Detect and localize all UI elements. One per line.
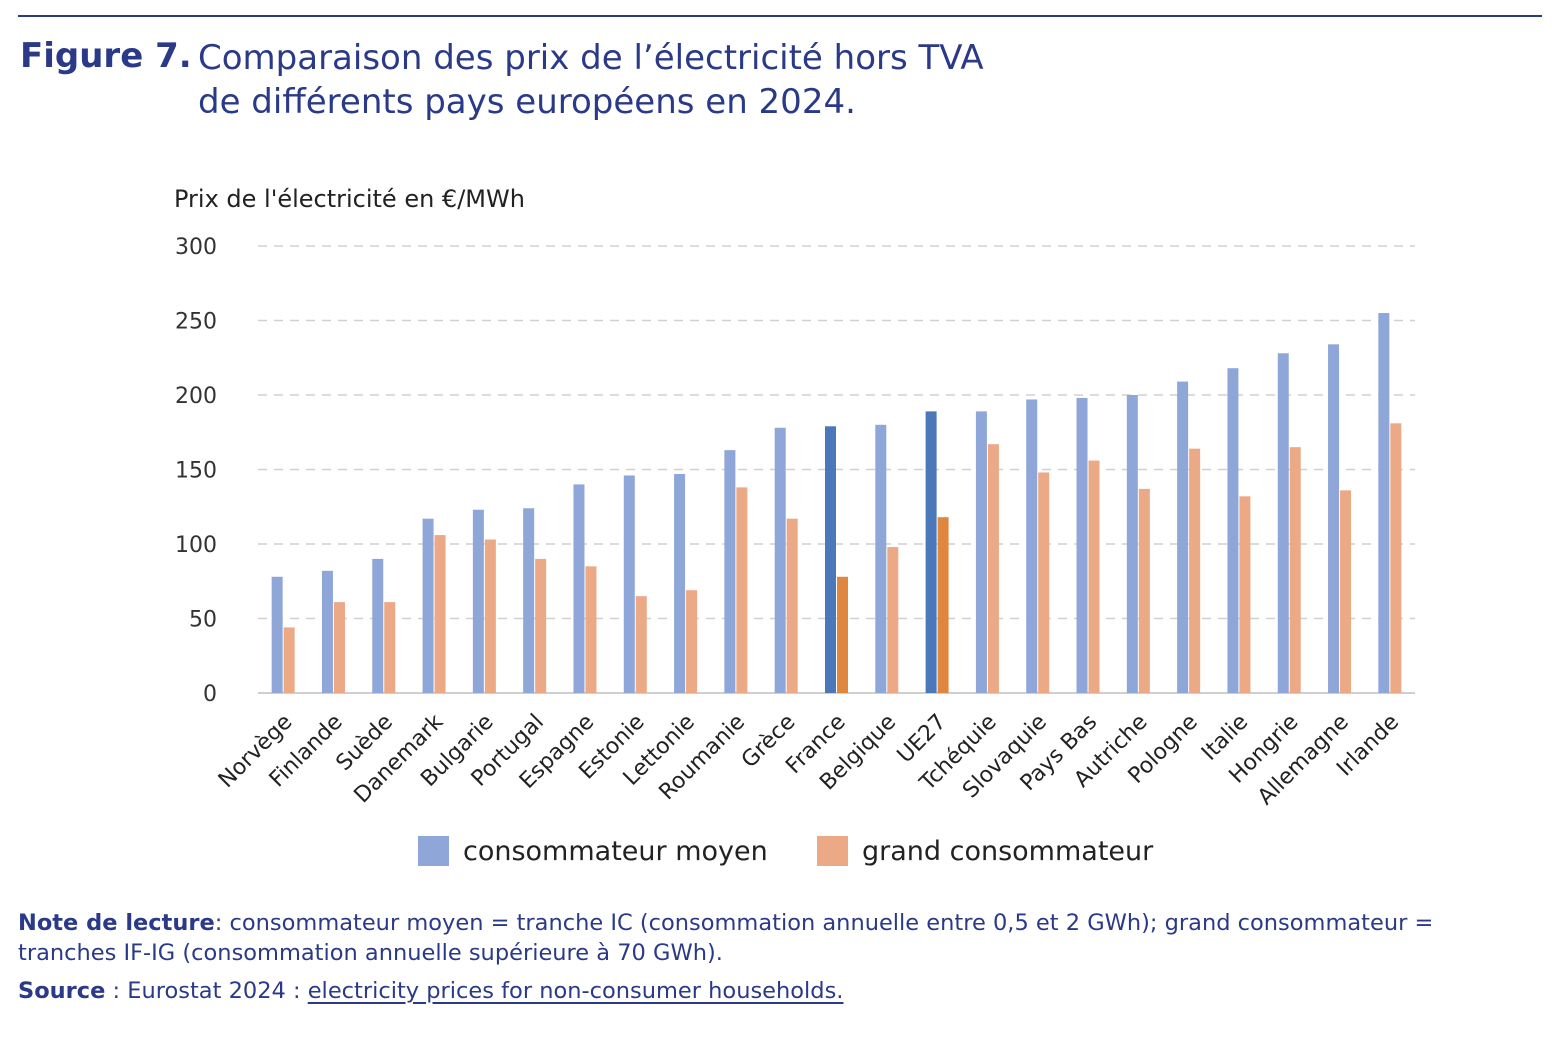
y-axis-label: Prix de l'électricité en €/MWh bbox=[174, 185, 525, 213]
y-tick-label: 150 bbox=[175, 459, 217, 484]
y-tick-label: 200 bbox=[175, 384, 217, 409]
source-line: Source : Eurostat 2024 : electricity pri… bbox=[18, 978, 843, 1004]
bar-grand-consommateur bbox=[1289, 447, 1301, 693]
bar-grand-consommateur bbox=[1390, 423, 1402, 693]
y-tick-label: 250 bbox=[175, 310, 217, 335]
bar-consommateur-moyen bbox=[573, 484, 585, 693]
y-tick-label: 50 bbox=[189, 608, 217, 633]
bar-consommateur-moyen bbox=[1277, 353, 1289, 693]
bar-grand-consommateur bbox=[484, 539, 496, 693]
source-link[interactable]: electricity prices for non-consumer hous… bbox=[307, 978, 844, 1004]
bar-grand-consommateur bbox=[635, 596, 647, 693]
bar-grand-consommateur bbox=[1189, 448, 1201, 693]
bar-grand-consommateur bbox=[434, 535, 446, 693]
bar-grand-consommateur bbox=[937, 517, 949, 693]
bar-consommateur-moyen bbox=[271, 576, 283, 693]
bar-grand-consommateur bbox=[1138, 488, 1150, 693]
bar-chart: Prix de l'électricité en €/MWh 0 50 100 150 2… bbox=[174, 185, 1415, 867]
bar-consommateur-moyen bbox=[774, 427, 786, 693]
source-text: : Eurostat 2024 : bbox=[105, 978, 308, 1004]
bar-grand-consommateur bbox=[535, 558, 547, 693]
bar-grand-consommateur bbox=[1038, 472, 1050, 693]
bar-consommateur-moyen bbox=[1026, 399, 1038, 693]
bar-consommateur-moyen bbox=[724, 450, 736, 693]
bar-grand-consommateur bbox=[887, 546, 899, 693]
y-tick-label: 100 bbox=[175, 533, 217, 558]
bar-consommateur-moyen bbox=[674, 473, 686, 693]
bar-grand-consommateur bbox=[837, 576, 848, 693]
legend-swatch-consommateur-moyen bbox=[418, 836, 449, 866]
source-label: Source bbox=[18, 978, 106, 1004]
bar-consommateur-moyen bbox=[875, 424, 887, 693]
y-tick-label: 0 bbox=[203, 682, 217, 707]
bar-grand-consommateur bbox=[686, 590, 698, 693]
legend-swatch-grand-consommateur bbox=[817, 836, 848, 866]
bar-consommateur-moyen bbox=[523, 508, 535, 693]
bar-consommateur-moyen bbox=[1378, 313, 1390, 693]
bar-consommateur-moyen bbox=[1328, 344, 1340, 693]
bar-grand-consommateur bbox=[333, 602, 345, 693]
legend-label-grand-consommateur: grand consommateur bbox=[862, 836, 1154, 867]
reading-note-label: Note de lecture bbox=[18, 910, 215, 936]
bar-grand-consommateur bbox=[384, 602, 396, 693]
reading-note-text: : consommateur moyen = tranche IC (conso… bbox=[18, 910, 1434, 966]
bar-consommateur-moyen bbox=[1126, 395, 1138, 693]
legend-label-consommateur-moyen: consommateur moyen bbox=[463, 836, 768, 867]
bar-consommateur-moyen bbox=[321, 570, 333, 693]
y-tick-label: 300 bbox=[175, 235, 217, 260]
figure-title: Comparaison des prix de l’électricité ho… bbox=[198, 36, 984, 124]
figure-label: Figure 7. bbox=[20, 36, 192, 76]
figure-title-line-1: Comparaison des prix de l’électricité ho… bbox=[198, 38, 984, 78]
top-rule bbox=[18, 15, 1542, 17]
bar-grand-consommateur bbox=[1340, 490, 1352, 693]
bar-grand-consommateur bbox=[585, 566, 597, 693]
bar-consommateur-moyen bbox=[422, 518, 434, 693]
bar-consommateur-moyen bbox=[825, 426, 836, 693]
figure-title-line-2: de différents pays européens en 2024. bbox=[198, 82, 856, 122]
bar-consommateur-moyen bbox=[623, 475, 635, 693]
bar-consommateur-moyen bbox=[1177, 381, 1189, 693]
bar-consommateur-moyen bbox=[1076, 397, 1088, 693]
bar-consommateur-moyen bbox=[975, 411, 987, 693]
bar-grand-consommateur bbox=[1088, 460, 1100, 693]
reading-note: Note de lecture: consommateur moyen = tr… bbox=[18, 908, 1518, 968]
bar-grand-consommateur bbox=[736, 487, 748, 693]
bar-grand-consommateur bbox=[987, 444, 999, 693]
bar-consommateur-moyen bbox=[925, 411, 937, 693]
bar-consommateur-moyen bbox=[472, 509, 484, 693]
bar-consommateur-moyen bbox=[1227, 368, 1239, 693]
bar-grand-consommateur bbox=[786, 518, 798, 693]
bar-grand-consommateur bbox=[1239, 496, 1251, 693]
bar-consommateur-moyen bbox=[372, 558, 384, 693]
bar-grand-consommateur bbox=[283, 627, 295, 693]
